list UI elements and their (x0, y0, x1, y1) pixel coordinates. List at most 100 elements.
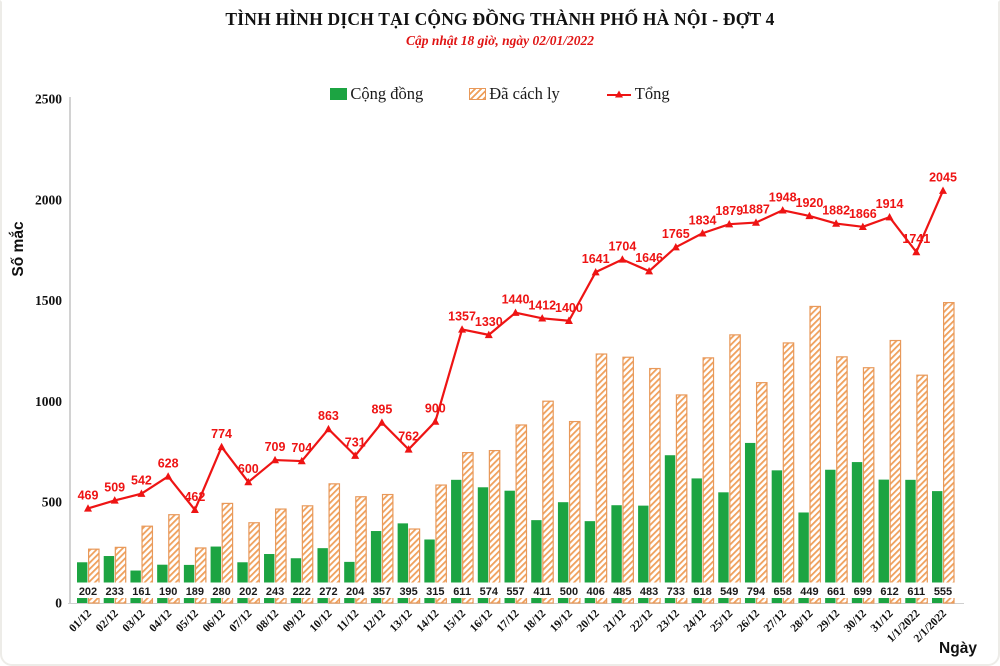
bar-value-label: 280 (212, 586, 230, 598)
total-value-label: 1741 (902, 232, 930, 246)
x-tick-label: 28/12 (789, 607, 816, 634)
community-bar (504, 490, 515, 603)
x-tick-label: 15/12 (441, 607, 468, 634)
total-marker (671, 242, 680, 251)
x-tick-label: 16/12 (468, 607, 495, 634)
x-tick-label: 22/12 (628, 607, 655, 634)
total-marker (351, 451, 360, 459)
total-value-label: 709 (265, 440, 286, 454)
community-bar (290, 558, 302, 603)
bar-value-label: 202 (79, 586, 97, 598)
total-marker (431, 417, 440, 425)
total-value-label: 542 (131, 474, 152, 488)
community-bar (878, 479, 889, 603)
total-value-label: 600 (238, 462, 259, 476)
chart-title: TÌNH HÌNH DỊCH TẠI CỘNG ĐỒNG THÀNH PHỐ H… (225, 9, 775, 29)
bar-value-label-box (207, 582, 237, 598)
bar-value-label: 243 (266, 586, 284, 598)
quarantine-bar (942, 302, 955, 604)
community-bar (611, 505, 622, 603)
bar-value-label: 411 (533, 586, 551, 598)
x-tick-label: 04/12 (147, 607, 174, 634)
x-tick-label: 21/12 (601, 607, 628, 634)
total-value-label: 628 (158, 456, 179, 470)
total-marker (698, 229, 707, 237)
quarantine-bar (87, 548, 100, 604)
community-bar (771, 470, 783, 603)
bar-value-label: 395 (399, 586, 417, 598)
total-value-label: 895 (371, 403, 392, 417)
x-tick-label: 23/12 (655, 607, 682, 634)
bar-value-label: 483 (640, 586, 658, 598)
community-bar (477, 487, 489, 603)
quarantine-bar (889, 339, 902, 604)
bar-value-label: 618 (693, 586, 711, 598)
bar-value-label-box (527, 582, 557, 598)
total-marker (324, 424, 333, 433)
bar-value-label-box (180, 582, 210, 598)
total-value-label: 1834 (689, 213, 717, 227)
bar-value-label-box (447, 582, 477, 598)
bar-value-label: 233 (106, 586, 124, 598)
y-tick-label: 1000 (35, 394, 62, 409)
community-bar (451, 479, 462, 603)
community-bar (557, 502, 569, 603)
quarantine-bar (622, 356, 634, 604)
bar-value-label: 161 (132, 586, 150, 598)
bar-value-label-box (153, 582, 183, 598)
community-bar (264, 554, 275, 603)
total-marker (885, 212, 894, 221)
bar-value-label: 204 (346, 586, 365, 598)
total-marker (832, 219, 841, 227)
community-bar (103, 556, 115, 603)
x-tick-label: 17/12 (495, 607, 522, 634)
bar-value-label-box (821, 582, 851, 598)
x-tick-label: 20/12 (575, 607, 602, 634)
total-marker (137, 489, 146, 497)
total-marker (751, 218, 760, 226)
quarantine-bar (248, 522, 260, 604)
total-marker (564, 316, 573, 324)
bar-value-label: 202 (239, 586, 257, 598)
community-bar (584, 521, 596, 603)
total-marker (645, 266, 654, 275)
bar-value-label-box (768, 582, 798, 598)
bar-value-label: 612 (880, 586, 898, 598)
x-tick-label: 24/12 (682, 607, 709, 634)
total-value-label: 1440 (502, 293, 530, 307)
bar-value-label-box (875, 582, 905, 598)
bar-value-label: 574 (480, 586, 499, 598)
quarantine-bar (809, 305, 822, 604)
bar-value-label-box (661, 582, 691, 598)
x-tick-label: 01/12 (67, 607, 94, 634)
x-tick-label: 03/12 (121, 607, 148, 634)
bar-value-label-box (73, 582, 103, 598)
bar-value-label-box (100, 582, 130, 598)
x-tick-label: 07/12 (227, 607, 254, 634)
total-marker (404, 445, 413, 453)
community-swatch-icon (330, 88, 348, 100)
community-bar (397, 523, 409, 603)
total-value-label: 1330 (475, 315, 503, 329)
x-tick-label: 29/12 (815, 607, 842, 634)
bar-value-label: 611 (453, 586, 471, 598)
x-tick-label: 30/12 (842, 607, 869, 634)
bar-value-label-box (688, 582, 718, 598)
bar-value-label: 272 (319, 586, 337, 598)
quarantine-bar (515, 424, 528, 604)
total-value-label: 1920 (796, 196, 824, 210)
quarantine-bar (836, 356, 848, 604)
bar-value-label: 190 (159, 586, 177, 598)
y-tick-label: 1500 (35, 293, 62, 308)
y-tick-label: 0 (55, 596, 62, 611)
x-tick-label: 26/12 (735, 607, 762, 634)
bar-value-label-box (126, 582, 156, 598)
bar-value-label-box (741, 582, 771, 598)
quarantine-bar (675, 394, 688, 604)
quarantine-bar (221, 502, 234, 604)
y-axis-title: Số mắc (9, 221, 27, 277)
total-marker (297, 456, 306, 465)
quarantine-bar (595, 353, 608, 604)
total-value-label: 1879 (715, 204, 743, 218)
